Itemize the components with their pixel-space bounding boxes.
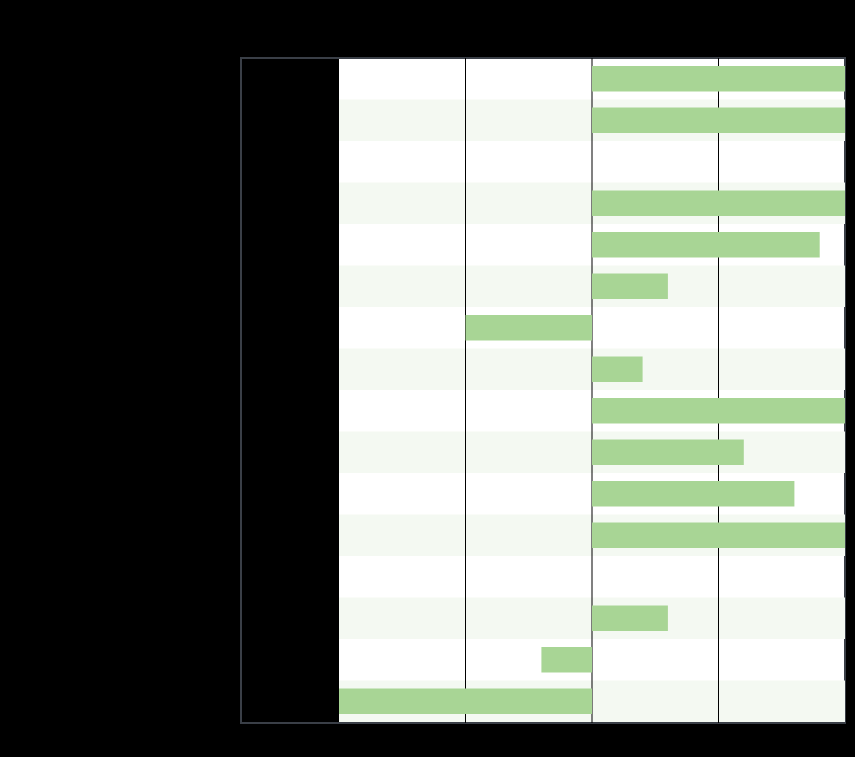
- bar: [592, 190, 845, 216]
- bar: [592, 398, 845, 424]
- bar: [592, 605, 668, 631]
- bar: [592, 273, 668, 299]
- bar: [592, 107, 845, 133]
- bar: [592, 232, 820, 258]
- bar: [592, 356, 643, 382]
- bar: [465, 315, 592, 341]
- bar: [592, 439, 744, 465]
- plot-area: [240, 57, 846, 724]
- bar: [541, 647, 592, 673]
- category-label-area: [242, 59, 339, 722]
- bar: [592, 66, 845, 92]
- bar: [592, 481, 795, 507]
- bar: [592, 522, 845, 548]
- bar: [339, 688, 592, 714]
